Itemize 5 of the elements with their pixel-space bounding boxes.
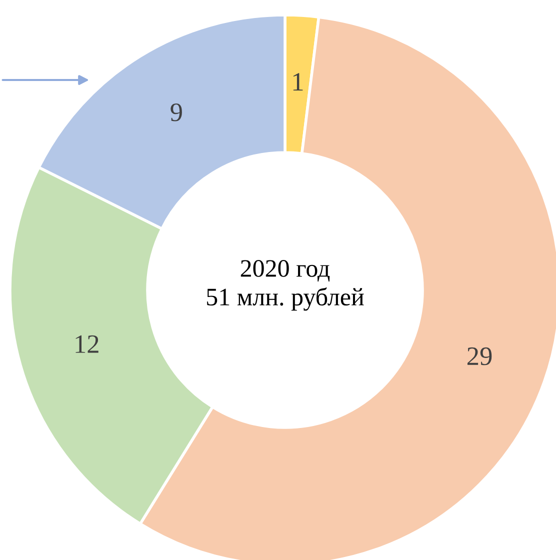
data-label: 9 — [170, 104, 182, 122]
data-label: 12 — [76, 335, 98, 353]
data-label: 1 — [293, 73, 303, 90]
data-label: 29 — [467, 347, 492, 366]
text: 2020 год 51 млн. рублей — [207, 260, 364, 311]
